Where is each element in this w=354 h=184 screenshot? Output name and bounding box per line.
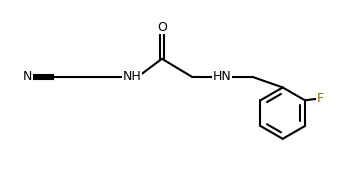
Text: O: O [157,21,167,33]
Text: N: N [23,70,32,83]
Text: HN: HN [213,70,232,83]
Text: NH: NH [122,70,141,83]
Text: F: F [317,92,324,105]
